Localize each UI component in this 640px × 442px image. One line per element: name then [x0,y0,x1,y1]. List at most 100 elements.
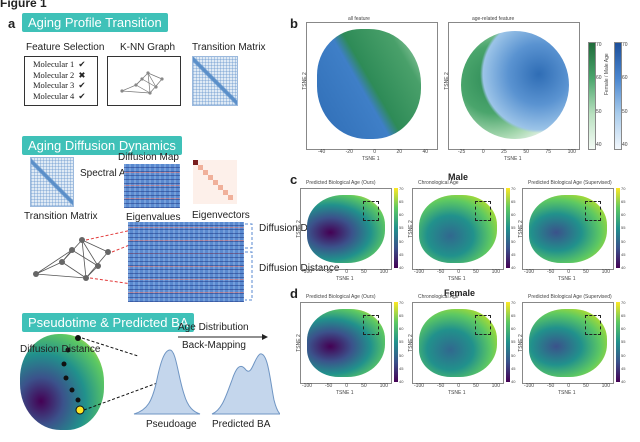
b-title-2: age-related feature [472,16,515,22]
panel_c-xtick: 0 [457,269,461,275]
panel_c-xtick: -100 [414,269,425,275]
panel_d-colorbar-tick: 50 [511,352,516,358]
b-xtick: -40 [318,149,326,155]
panel_c-xticks: -100 -50 0 50 100 [524,269,610,275]
panel_d-colorbar-tick: 65 [399,313,404,319]
eigenvector-matrix [193,160,237,204]
d-group-title: Female [444,288,476,298]
aging-profile-banner: Aging Profile Transition [22,13,168,32]
diffusion-distance-brackets [245,223,253,301]
panel_c-xtick: 50 [361,269,367,275]
panel_c-colorbar-tick: 60 [511,212,516,218]
panel_d-xticks: -100 -50 0 50 100 [524,383,610,389]
panel_d-xlabel: TSNE 1 [336,390,354,396]
molecule-row: Molecular 1 ✔ [33,59,97,70]
panel_c-colorbar-tick: 70 [621,186,626,191]
panel_c-xtick: 100 [601,269,610,275]
panel_d-colorbar-tick: 55 [621,339,626,345]
diffusion-distance-label-3: Diffusion Distance [20,344,101,355]
panel_c-tsne-scatter [419,195,497,263]
panel_c-xtick: 0 [567,269,571,275]
eigenvalues-label: Eigenvalues [126,212,181,223]
panel_c-xlabel: TSNE 1 [336,276,354,282]
c-group-title: Male [448,172,469,182]
molecule-name: Molecular 2 [33,69,75,80]
panel_c-colorbar-tick: 45 [621,251,626,257]
panel_d-xtick: 0 [345,383,349,389]
predicted-ba-label: Predicted BA [212,419,271,430]
panel_d-colorbar-tick: 55 [399,339,404,345]
panel_c-colorbar-tick: 65 [621,199,626,205]
panel_d-ylabel: TSNE 2 [295,334,302,352]
b-plot-all-feature [306,22,438,150]
panel_c-xtick: -50 [547,269,555,275]
panel_c-xtick: -100 [524,269,535,275]
density-curves [133,349,280,415]
panel_d-colorbar [616,302,620,382]
molecule-name: Molecular 4 [33,90,75,101]
cross-icon: ✖ [78,69,86,80]
panel_d-colorbar-tick: 50 [621,352,626,358]
panel_c-colorbar-tick: 65 [399,199,404,205]
panel_d-xlabel: TSNE 1 [448,390,466,396]
panel_c-tsne-plot [522,188,614,270]
panel_c-colorbar-tick: 55 [621,225,626,231]
panel-b-label: b [290,16,298,31]
b-xtick: 20 [396,149,403,155]
knn-graph-label: K-NN Graph [120,42,176,53]
panel_d-tsne-plot [522,302,614,384]
panel_c-plot-title: Predicted Biological Age (Supervised) [528,180,612,186]
b-xtick: 75 [545,149,552,155]
panel_d-colorbar-tick: 40 [621,378,626,384]
panel_c-plot-title: Predicted Biological Age (Ours) [306,180,376,186]
panel_d-xticks: -100 -50 0 50 100 [414,383,500,389]
aging-diffusion-banner: Aging Diffusion Dynamics [22,136,182,155]
knn-graph-diagram [120,71,164,95]
feature-selection-label: Feature Selection [26,42,105,53]
panel_d-xtick: -100 [302,383,313,389]
panel_c-xtick: -50 [325,269,333,275]
knn-graph-box [107,56,181,106]
panel_d-xtick: -50 [547,383,555,389]
back-mapping-arrow [178,334,268,340]
panel_d-xtick: 100 [601,383,610,389]
panel_d-xlabel: TSNE 1 [558,390,576,396]
b-xlabel-1: TSNE 1 [362,156,380,162]
b-colorbar-green [588,42,596,150]
panel-c-label: c [290,172,298,187]
panel_c-colorbar-tick: 60 [621,212,626,218]
transition-matrix-heatmap-2 [30,157,74,207]
panel_d-colorbar-tick: 40 [399,378,404,384]
panel_c-highlight-box [363,201,379,221]
molecule-row: Molecular 2 ✖ [33,70,97,81]
b-ylabel-2: TSNE 2 [443,72,450,90]
panel_d-xtick: -50 [325,383,333,389]
b-colorbar-blue-ticks: 70 60 50 40 [622,42,628,148]
panel_d-tsne-scatter [307,309,385,377]
panel_c-colorbar-tick: 50 [511,238,516,244]
b-xtick: 25 [501,149,507,155]
back-mapping-label: Back-Mapping [182,340,246,351]
panel-d-label: d [290,286,298,301]
panel_d-colorbar-tick: 45 [399,365,404,371]
panel_d-tsne-scatter [529,309,607,377]
panel_c-colorbar [506,188,510,268]
panel_d-colorbar-tick: 50 [399,352,404,358]
panel_c-colorbar-tick: 45 [511,251,516,257]
panel_c-colorbar-tick: 60 [399,212,404,218]
panel_c-tsne-scatter [529,195,607,263]
panel_d-colorbar-tick: 45 [621,365,626,371]
diffusion-graph [33,229,133,285]
diffusion-map-label: Diffusion Map [118,152,179,163]
panel_c-xtick: 0 [345,269,349,275]
panel_d-colorbar-tick: 45 [511,365,516,371]
b-xtick: 100 [567,149,576,155]
panel_d-colorbar-ticks: 70 65 60 55 50 45 40 [621,300,625,384]
panel_c-xtick: 50 [473,269,479,275]
panel_c-plot-title: Chronological Age [418,180,459,186]
panel_c-colorbar-tick: 65 [511,199,516,205]
b-cbar-tick: 60 [622,75,628,82]
panel_c-colorbar-tick: 40 [511,264,516,270]
panel_d-colorbar-ticks: 70 65 60 55 50 45 40 [511,300,515,384]
panel_d-highlight-box [585,315,601,335]
